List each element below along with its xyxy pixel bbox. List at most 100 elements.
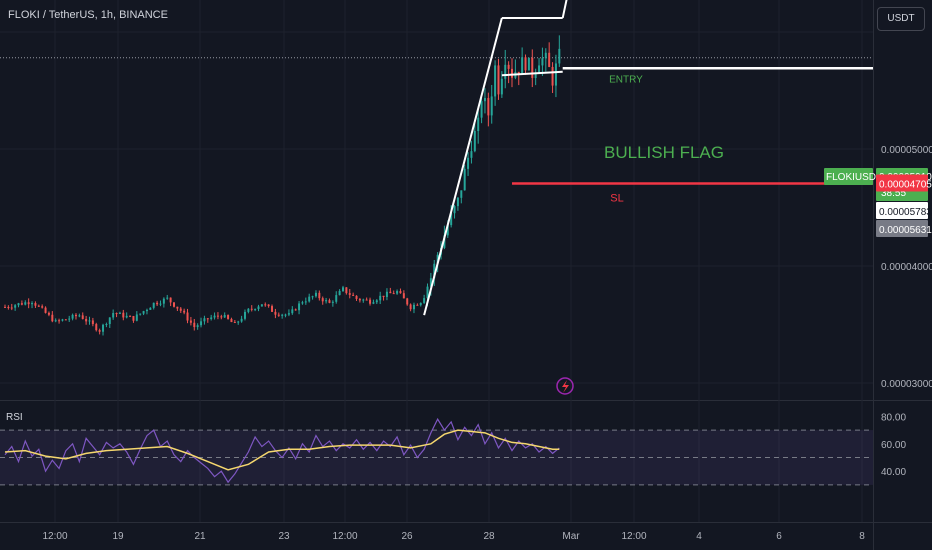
candle-body (264, 304, 267, 306)
candle-body (301, 302, 304, 304)
candle-body (267, 304, 270, 307)
candle-body (436, 254, 439, 264)
x-tick-label: 6 (776, 531, 782, 542)
candle-body (173, 302, 175, 307)
candle-body (538, 65, 541, 73)
candle-body (287, 313, 290, 315)
candle-body (521, 57, 524, 74)
candle-body (325, 300, 328, 302)
symbol-tag-bg (824, 168, 873, 185)
candle-body (7, 306, 10, 308)
flag-pole-line (423, 17, 503, 316)
lightning-icon (556, 377, 574, 395)
x-tick-label: 4 (696, 531, 702, 542)
candle-body (200, 321, 203, 326)
candle-body (284, 314, 287, 316)
candle-body (304, 301, 307, 303)
candle-body (216, 315, 219, 317)
candle-body (467, 157, 470, 169)
candle-body (399, 291, 402, 294)
candle-body (456, 197, 459, 207)
candle-body (162, 298, 165, 304)
rsi-tick-label: 40.00 (881, 467, 906, 478)
candle-body (203, 318, 206, 322)
candle-body (385, 291, 388, 298)
candle-body (159, 303, 162, 305)
candle-body (250, 308, 253, 310)
x-tick-label: 12:00 (621, 531, 646, 542)
candle-body (64, 319, 67, 321)
candle-body (348, 293, 351, 295)
candle-body (196, 325, 199, 328)
candle-body (243, 311, 246, 319)
candle-body (443, 235, 446, 248)
rsi-label: RSI (6, 412, 23, 423)
candle-body (95, 324, 98, 331)
candle-body (352, 294, 355, 296)
candle-body (213, 315, 216, 318)
candle-body (527, 57, 530, 71)
bullish-flag-label: BULLISH FLAG (604, 143, 724, 162)
x-tick-label: 19 (112, 531, 124, 542)
candle-body (490, 96, 493, 116)
candle-body (105, 324, 108, 326)
candle-body (68, 318, 71, 320)
flag-low-tag-bg (876, 220, 928, 237)
candle-body (392, 293, 395, 295)
candle-body (331, 301, 334, 303)
candle-body (102, 324, 105, 332)
price-panel (0, 0, 873, 400)
candle-body (166, 297, 169, 299)
x-tick-label: 12:00 (42, 531, 67, 542)
candle-body (142, 311, 145, 314)
candle-body (318, 292, 321, 299)
currency-button[interactable]: USDT (877, 7, 925, 31)
flag-low-tag: 0.00005631 (879, 225, 932, 236)
candle-body (375, 300, 378, 303)
candle-body (338, 290, 341, 296)
current-price-tag-bg (876, 202, 928, 219)
x-tick-label: 26 (401, 531, 413, 542)
candle-body (186, 312, 189, 321)
candle-body (470, 151, 473, 158)
candle-body (34, 303, 37, 306)
candle-body (298, 303, 301, 311)
candle-body (206, 318, 209, 320)
candle-body (247, 308, 250, 312)
candle-body (74, 314, 77, 317)
candle-body (534, 72, 537, 79)
candle-body (37, 305, 40, 307)
y-tick-label: 0.00005000 (881, 145, 932, 156)
entry-label: ENTRY (609, 74, 643, 85)
candle-body (335, 295, 338, 302)
rsi-ma-line (4, 429, 560, 471)
sl-price-tag: 0.00004705 (879, 180, 932, 191)
candle-body (183, 310, 186, 313)
symbol-tag: FLOKIUSDT (826, 172, 882, 183)
candle-body (355, 295, 358, 299)
candle-body (176, 306, 179, 309)
candle-body (277, 314, 280, 316)
candle-body (210, 317, 213, 319)
candle-body (169, 297, 172, 303)
candle-body (189, 320, 192, 323)
y-tick-label: 0.00004000 (881, 262, 932, 273)
candle-body (517, 71, 520, 74)
candle-body (511, 68, 513, 78)
candle-body (504, 64, 507, 79)
candle-body (237, 321, 240, 323)
candle-body (426, 286, 429, 299)
candle-body (494, 65, 497, 97)
candle-body (372, 302, 375, 304)
candle-body (108, 317, 111, 325)
candle-body (10, 307, 13, 309)
x-tick-label: Mar (562, 531, 580, 542)
candle-body (156, 302, 159, 305)
current-price-tag: 0.00005783 (879, 207, 932, 218)
candle-body (311, 296, 314, 298)
candle-body (433, 263, 436, 279)
candle-body (558, 48, 561, 64)
countdown-tag: 38:55 (881, 188, 906, 199)
candle-body (132, 316, 135, 321)
candle-body (507, 64, 510, 69)
